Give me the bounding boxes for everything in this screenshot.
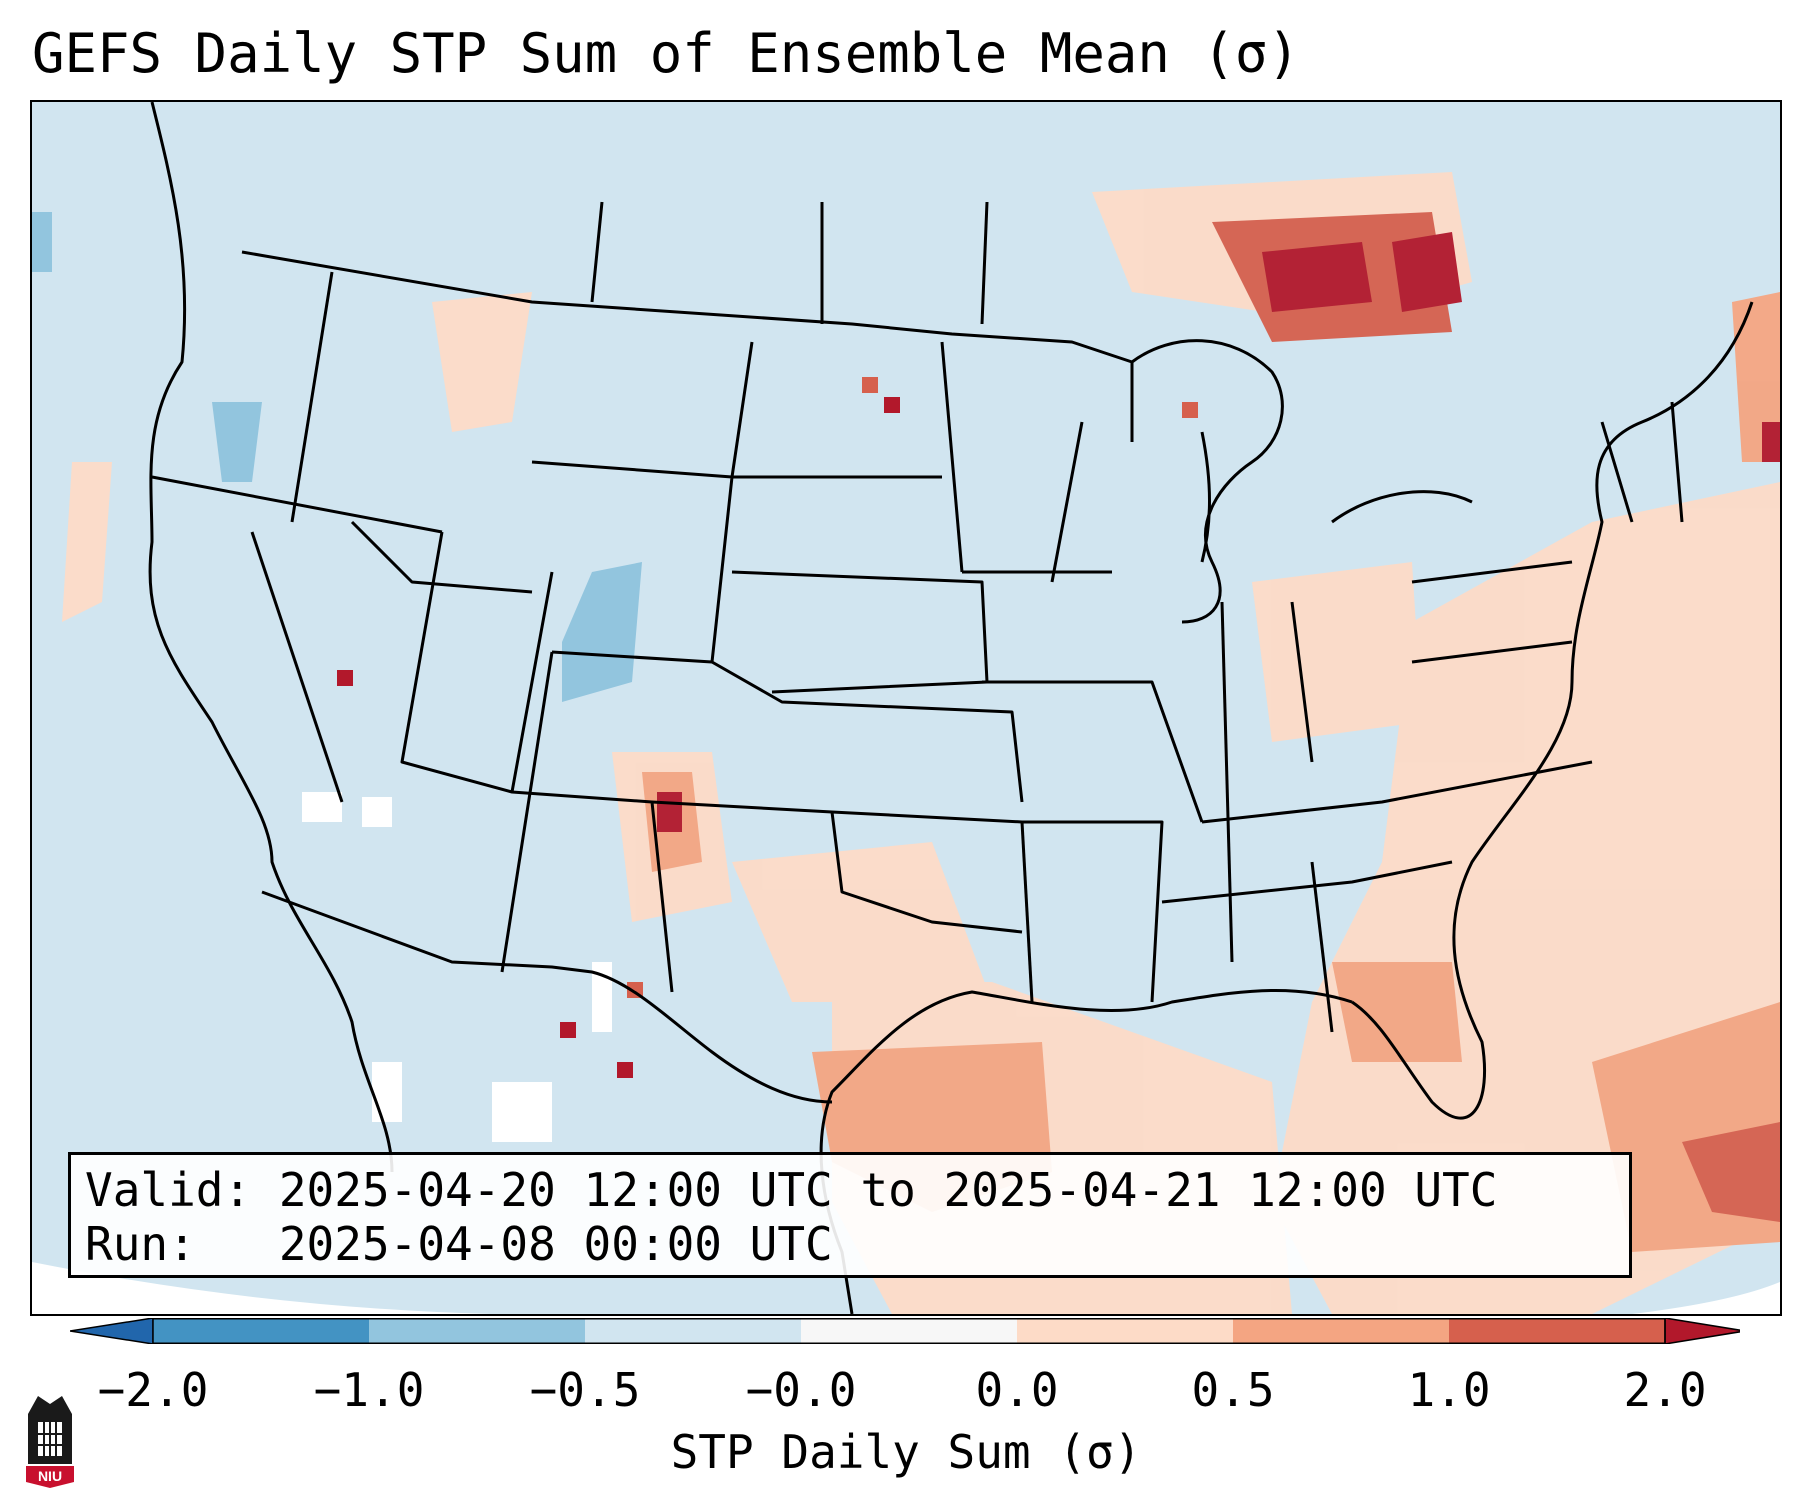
valid-run-info-box: Valid: 2025-04-20 12:00 UTC to 2025-04-2… (68, 1152, 1632, 1278)
colorbar-tick-label: −2.0 (97, 1363, 209, 1417)
colorbar-tick-label: −1.0 (313, 1363, 425, 1417)
projection-edge-right (1632, 1282, 1780, 1314)
boundaries (148, 102, 1754, 1314)
run-time-line: Run: 2025-04-08 00:00 UTC (85, 1217, 833, 1271)
colorbar-tick-label: −0.5 (529, 1363, 641, 1417)
valid-time-line: Valid: 2025-04-20 12:00 UTC to 2025-04-2… (85, 1163, 1498, 1217)
colorbar-tick-label: 2.0 (1623, 1363, 1707, 1417)
projection-edge (32, 1262, 632, 1314)
colorbar-extend-low (70, 1318, 154, 1344)
negative-anomaly-areas (32, 212, 642, 702)
map-title: GEFS Daily STP Sum of Ensemble Mean (σ) (32, 22, 1300, 85)
colorbar-segment (1233, 1318, 1449, 1344)
scattered-cells (337, 377, 1198, 1078)
colorbar-tick-label: 0.5 (1191, 1363, 1275, 1417)
colorbar-segments (70, 1318, 1740, 1344)
colorbar-tick-label: 0.0 (975, 1363, 1059, 1417)
colorbar-extend-high (1664, 1318, 1740, 1344)
colorbar-segment (585, 1318, 801, 1344)
colorbar-tick-label: 1.0 (1407, 1363, 1491, 1417)
niu-logo: NIU (26, 1396, 74, 1488)
colorbar-segment (1017, 1318, 1233, 1344)
map-panel (30, 100, 1782, 1316)
logo-text: NIU (38, 1468, 62, 1484)
map-svg (32, 102, 1780, 1314)
colorbar-segment (153, 1318, 369, 1344)
colorbar-segment (369, 1318, 585, 1344)
colorbar-segment (1449, 1318, 1665, 1344)
colorbar-label: STP Daily Sum (σ) (670, 1425, 1142, 1479)
colorbar-border (152, 1318, 1666, 1344)
colorbar-segment (801, 1318, 1017, 1344)
colorbar (70, 1318, 1740, 1344)
positive-anomaly-areas (62, 172, 1780, 1314)
colorbar-tick-label: −0.0 (745, 1363, 857, 1417)
zero-cells (302, 792, 612, 1142)
